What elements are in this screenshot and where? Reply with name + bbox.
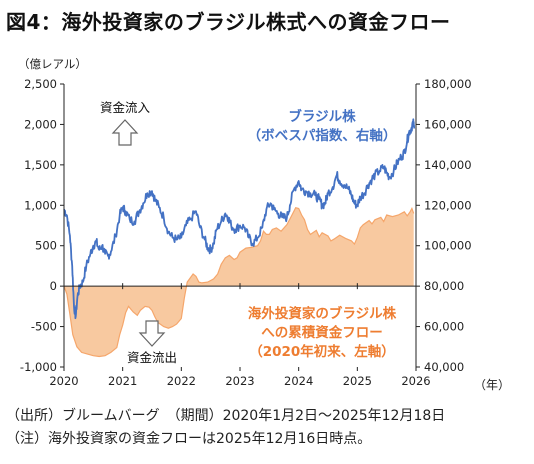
- left-tick-label: 2,500: [24, 77, 57, 91]
- left-axis-unit-label: （億レアル）: [18, 57, 87, 71]
- footnote: （注）海外投資家の資金フローは2025年12月16日時点。: [6, 431, 372, 447]
- outflow-label: 資金流出: [127, 350, 177, 365]
- left-tick-label: -1,000: [20, 360, 57, 374]
- left-tick-label: 0: [50, 279, 57, 293]
- x-tick-label: 2024: [284, 374, 313, 388]
- chart-axes: 2,500 2,000 1,500 1,000 500 0 -500 -1,000 180,00…: [20, 77, 472, 388]
- x-tick-label: 2021: [108, 374, 137, 388]
- right-tick-label: 60,000: [424, 320, 464, 334]
- x-tick-label: 2026: [401, 374, 430, 388]
- flow-series-label: への累積資金フロー: [261, 324, 383, 341]
- left-tick-label: -500: [31, 320, 57, 334]
- right-tick-label: 160,000: [424, 117, 472, 131]
- cumulative-flow-outline: [63, 206, 415, 358]
- bovespa-series: [63, 118, 416, 320]
- x-tick-label: 2022: [167, 374, 196, 388]
- right-tick-label: 40,000: [424, 360, 464, 374]
- page-title: 図4：海外投資家のブラジル株式への資金フロー: [6, 10, 451, 34]
- x-tick-label: 2025: [343, 374, 372, 388]
- right-tick-label: 180,000: [424, 77, 472, 91]
- cumulative-flow-series: [63, 206, 415, 358]
- left-tick-label: 500: [35, 239, 57, 253]
- right-tick-label: 140,000: [424, 158, 472, 172]
- inflow-label: 資金流入: [100, 100, 151, 115]
- left-tick-label: 1,500: [24, 158, 57, 172]
- right-tick-label: 120,000: [424, 198, 472, 212]
- bovespa-line: [63, 118, 416, 320]
- flow-series-label: 海外投資家のブラジル株: [248, 305, 397, 322]
- right-tick-label: 100,000: [424, 239, 472, 253]
- right-tick-label: 80,000: [424, 279, 464, 293]
- inflow-arrow-icon: [111, 119, 139, 146]
- bovespa-series-label: （ボベスパ指数、右軸）: [248, 127, 397, 144]
- left-tick-label: 2,000: [24, 117, 57, 131]
- x-tick-label: 2020: [49, 374, 78, 388]
- fund-flow-chart: 2,500 2,000 1,500 1,000 500 0 -500 -1,000 180,00…: [20, 77, 472, 388]
- source-note: （出所）ブルームバーグ （期間）2020年1月2日～2025年12月18日: [6, 408, 446, 424]
- left-tick-label: 1,000: [24, 198, 57, 212]
- bovespa-series-label: ブラジル株: [288, 108, 356, 125]
- flow-series-label: （2020年初来、左軸）: [249, 343, 395, 360]
- outflow-arrow-icon: [138, 320, 166, 347]
- x-axis-unit-label: （年）: [474, 378, 511, 392]
- x-tick-label: 2023: [225, 374, 254, 388]
- cumulative-flow-area: [64, 207, 414, 357]
